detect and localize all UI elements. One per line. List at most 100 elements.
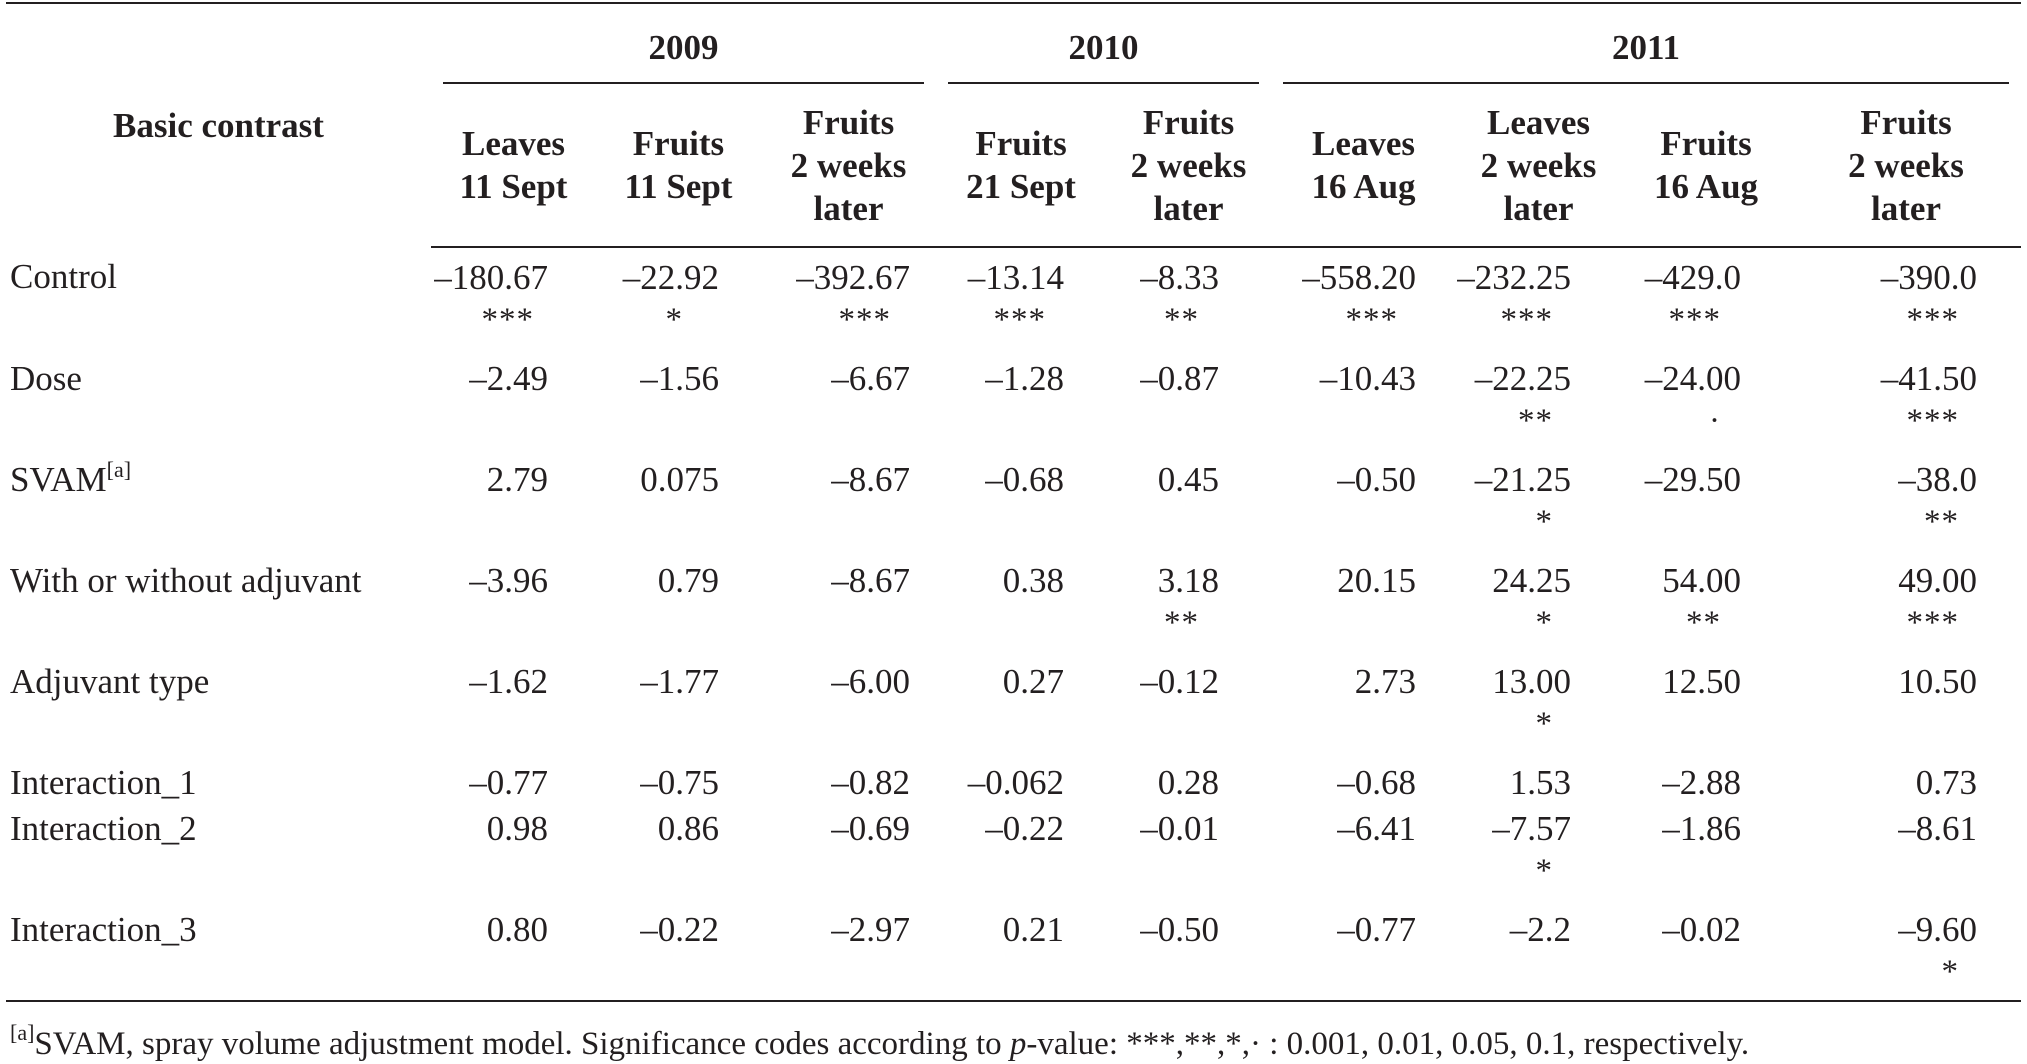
cell-value: 12.50 — [1662, 662, 1742, 701]
value-cell: –0.68 — [1271, 753, 1456, 807]
column-header-7: Leaves 2 weeks later — [1456, 84, 1622, 248]
significance-code: * — [1535, 853, 1554, 889]
value-cell: –0.22 — [936, 807, 1106, 900]
table-row: Interaction_1 –0.77 –0.75 –0.82 –0.062 0.28 –0… — [6, 753, 2021, 807]
column-header-line: 16 Aug — [1311, 167, 1416, 206]
value-cell: 0.73 — [1791, 753, 2021, 807]
column-header-line: Fruits — [975, 124, 1067, 163]
cell-value: –0.77 — [1337, 910, 1417, 949]
value-cell: –6.00 — [761, 652, 936, 753]
table-body: Control –180.67 *** –22.92 * –392.67 *** –13.14… — [6, 247, 2022, 1002]
cell-value: –0.68 — [1337, 763, 1417, 802]
column-header-line: 21 Sept — [966, 167, 1076, 206]
value-cell: –8.67 — [761, 551, 936, 652]
value-cell: –1.86 — [1621, 807, 1791, 900]
column-header-line: 11 Sept — [624, 167, 733, 206]
cell-value: –0.68 — [985, 460, 1065, 499]
value-cell: –9.60 * — [1791, 900, 2022, 1002]
cell-value: –8.67 — [831, 561, 911, 600]
significance-code: ** — [1686, 605, 1722, 641]
cell-value: –0.22 — [985, 809, 1065, 848]
footnote-text-before: SVAM, spray volume adjustment model. Sig… — [34, 1026, 1010, 1062]
row-label: Interaction_3 — [10, 910, 197, 949]
basic-contrast-header: Basic contrast — [6, 2, 431, 247]
column-header-line: Leaves — [1486, 102, 1591, 142]
table-row: Control –180.67 *** –22.92 * –392.67 *** –13.14… — [6, 247, 2021, 349]
value-cell: –2.2 — [1456, 900, 1622, 1002]
row-label-footnote-marker: [a] — [106, 457, 132, 482]
cell-value: –1.86 — [1662, 809, 1742, 848]
cell-value: –1.77 — [640, 662, 719, 701]
significance-code: * — [1535, 504, 1554, 540]
value-cell: 0.80 — [431, 900, 596, 1002]
row-label: Adjuvant type — [10, 662, 210, 701]
cell-value: 2.79 — [486, 460, 548, 499]
value-cell: 3.18 ** — [1106, 551, 1271, 652]
value-cell: –0.82 — [761, 753, 936, 807]
column-header-line: 11 Sept — [459, 167, 568, 206]
value-cell: –22.92 * — [596, 247, 761, 349]
row-label: Interaction_1 — [10, 763, 197, 802]
cell-value: –24.00 — [1644, 359, 1742, 398]
value-cell: –29.50 — [1621, 450, 1791, 551]
cell-value: 24.25 — [1492, 561, 1572, 600]
row-label-cell: With or without adjuvant — [6, 551, 431, 652]
cell-value: 13.00 — [1492, 662, 1572, 701]
value-cell: –6.67 — [761, 349, 936, 450]
value-cell: 2.73 — [1271, 652, 1456, 753]
column-header-8: Fruits 16 Aug — [1621, 84, 1792, 248]
cell-value: –0.02 — [1662, 910, 1742, 949]
value-cell: –180.67 *** — [431, 247, 596, 349]
row-label-cell: Adjuvant type — [6, 652, 431, 753]
cell-value: 0.28 — [1157, 763, 1220, 802]
cell-value: –6.41 — [1337, 809, 1417, 848]
cell-value: –21.25 — [1474, 460, 1572, 499]
value-cell: –0.02 — [1621, 900, 1792, 1002]
column-header-line: later — [1871, 188, 1941, 228]
significance-code: *** — [993, 302, 1047, 338]
cell-value: –0.69 — [831, 809, 911, 848]
column-header-1: Leaves 11 Sept — [431, 84, 596, 248]
value-cell: –2.97 — [761, 900, 937, 1002]
value-cell: –0.68 — [936, 450, 1106, 551]
table-row: Interaction_3 0.80 –0.22 –2.97 0.21 –0.50 –0.7… — [6, 900, 2022, 1002]
column-header-line: Fruits — [1860, 102, 1952, 142]
cell-value: –22.25 — [1474, 359, 1572, 398]
significance-code: * — [1535, 605, 1554, 641]
value-cell: 0.98 — [431, 807, 596, 900]
cell-value: –6.00 — [831, 662, 911, 701]
value-cell: –0.77 — [431, 753, 596, 807]
value-cell: –10.43 — [1271, 349, 1456, 450]
cell-value: –3.96 — [469, 561, 548, 600]
value-cell: 0.075 — [596, 450, 761, 551]
cell-value: –180.67 — [434, 258, 548, 297]
cell-value: 0.21 — [1002, 910, 1065, 949]
cell-value: 20.15 — [1337, 561, 1417, 600]
significance-code: ** — [1164, 302, 1200, 338]
column-header-2: Fruits 11 Sept — [596, 84, 761, 248]
column-header-4: Fruits 21 Sept — [936, 84, 1107, 248]
table-row: Interaction_2 0.98 0.86 –0.69 –0.22 –0.01 –6.4… — [6, 807, 2021, 900]
significance-code: *** — [1500, 302, 1554, 338]
value-cell: –8.67 — [761, 450, 936, 551]
significance-code: ** — [1924, 504, 1960, 540]
year-header-2009: 2009 — [431, 2, 937, 84]
column-header-line: Fruits — [1142, 102, 1235, 142]
cell-value: 0.79 — [657, 561, 719, 600]
row-label-cell: Interaction_2 — [6, 807, 431, 900]
column-header-line: 2 weeks — [1480, 145, 1597, 185]
value-cell: –390.0 *** — [1791, 247, 2021, 349]
year-label: 2009 — [648, 27, 719, 67]
cell-value: 0.86 — [657, 809, 719, 848]
cell-value: –0.01 — [1140, 809, 1220, 848]
column-header-5: Fruits 2 weeks later — [1106, 84, 1272, 248]
value-cell: 1.53 — [1456, 753, 1621, 807]
value-cell: –0.50 — [1106, 900, 1272, 1002]
value-cell: –8.33 ** — [1106, 247, 1271, 349]
footnote-text-after: -value: ***,**,*,· : 0.001, 0.01, 0.05, … — [1026, 1026, 1750, 1062]
row-label: Control — [10, 257, 117, 296]
year-underline — [948, 82, 1260, 84]
cell-value: –22.92 — [622, 258, 719, 297]
value-cell: 24.25 * — [1456, 551, 1621, 652]
cell-value: –2.97 — [831, 910, 911, 949]
